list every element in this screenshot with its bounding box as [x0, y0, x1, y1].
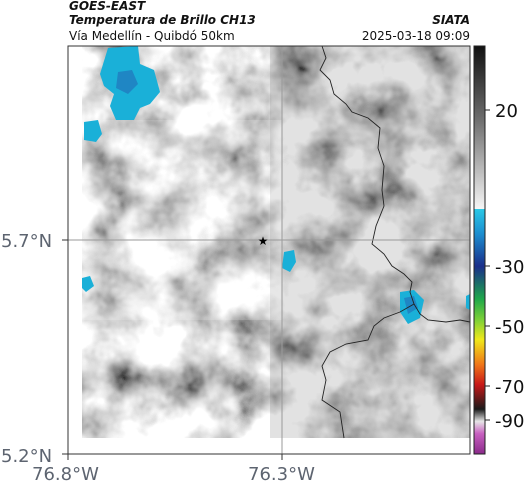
colorbar-label: 20 [495, 101, 518, 122]
axis-ticks [62, 239, 283, 460]
cold-cloud-tops [82, 46, 470, 324]
region-subtitle: Vía Medellín - Quibdó 50km [69, 29, 235, 43]
colorbar: 20 -30 -50 -70 -90 [473, 45, 524, 455]
timestamp-label: 2025-03-18 09:09 [361, 29, 470, 43]
org-label: SIATA [432, 13, 470, 27]
map-frame [67, 45, 471, 455]
colorbar-label: -70 [495, 377, 524, 398]
boundary-lines [319, 46, 470, 439]
colorbar-label: -30 [495, 257, 524, 278]
brightness-field [82, 46, 470, 438]
lat-tick-label: 5.2°N [1, 446, 52, 467]
colorbar-label: -90 [495, 411, 524, 432]
satellite-title: GOES-EAST [69, 0, 146, 13]
lon-tick-label: 76.3°W [248, 464, 315, 485]
colorbar-label: -50 [495, 317, 524, 338]
product-title: Temperatura de Brillo CH13 [69, 13, 256, 27]
star-icon: ★ [258, 234, 269, 248]
lon-tick-label: 76.8°W [32, 464, 99, 485]
lat-tick-label: 5.7°N [1, 231, 52, 252]
